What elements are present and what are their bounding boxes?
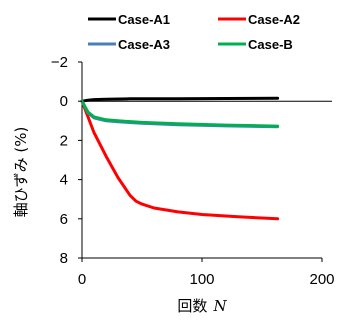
legend-item-case-a2: Case-A2	[218, 12, 300, 27]
y-tick-label: 4	[60, 172, 68, 189]
y-tick-label: 0	[60, 93, 68, 110]
series-line-case-a1	[80, 96, 280, 103]
x-tick-label: 0	[78, 271, 86, 288]
series-layer	[80, 96, 280, 221]
legend-label: Case-A1	[118, 12, 170, 27]
y-tick-label: 2	[60, 132, 68, 149]
legend-label: Case-A3	[118, 37, 170, 52]
legend-item-case-a3: Case-A3	[88, 37, 170, 52]
legend: Case-A1 Case-A2 Case-A3 Case-B	[88, 12, 300, 52]
legend-label: Case-B	[248, 37, 293, 52]
legend-label: Case-A2	[248, 12, 300, 27]
legend-item-case-b: Case-B	[218, 37, 293, 52]
y-axis-label: 軸ひずみ (%)	[12, 127, 30, 218]
x-axis-label-text: 回数	[177, 297, 207, 315]
plot-frame	[81, 62, 332, 259]
x-tick-label: 100	[189, 271, 214, 288]
series-line-case-b	[80, 99, 280, 128]
x-tick-label: 200	[309, 271, 334, 288]
y-tick-label: 6	[60, 211, 68, 228]
series-line-case-a2	[80, 99, 280, 221]
y-tick-label: 8	[60, 250, 68, 267]
legend-item-case-a1: Case-A1	[88, 12, 170, 27]
y-tick-label: −2	[51, 54, 68, 71]
x-axis-label-var: N	[212, 297, 227, 315]
x-axis-label: 回数 N	[177, 297, 227, 315]
